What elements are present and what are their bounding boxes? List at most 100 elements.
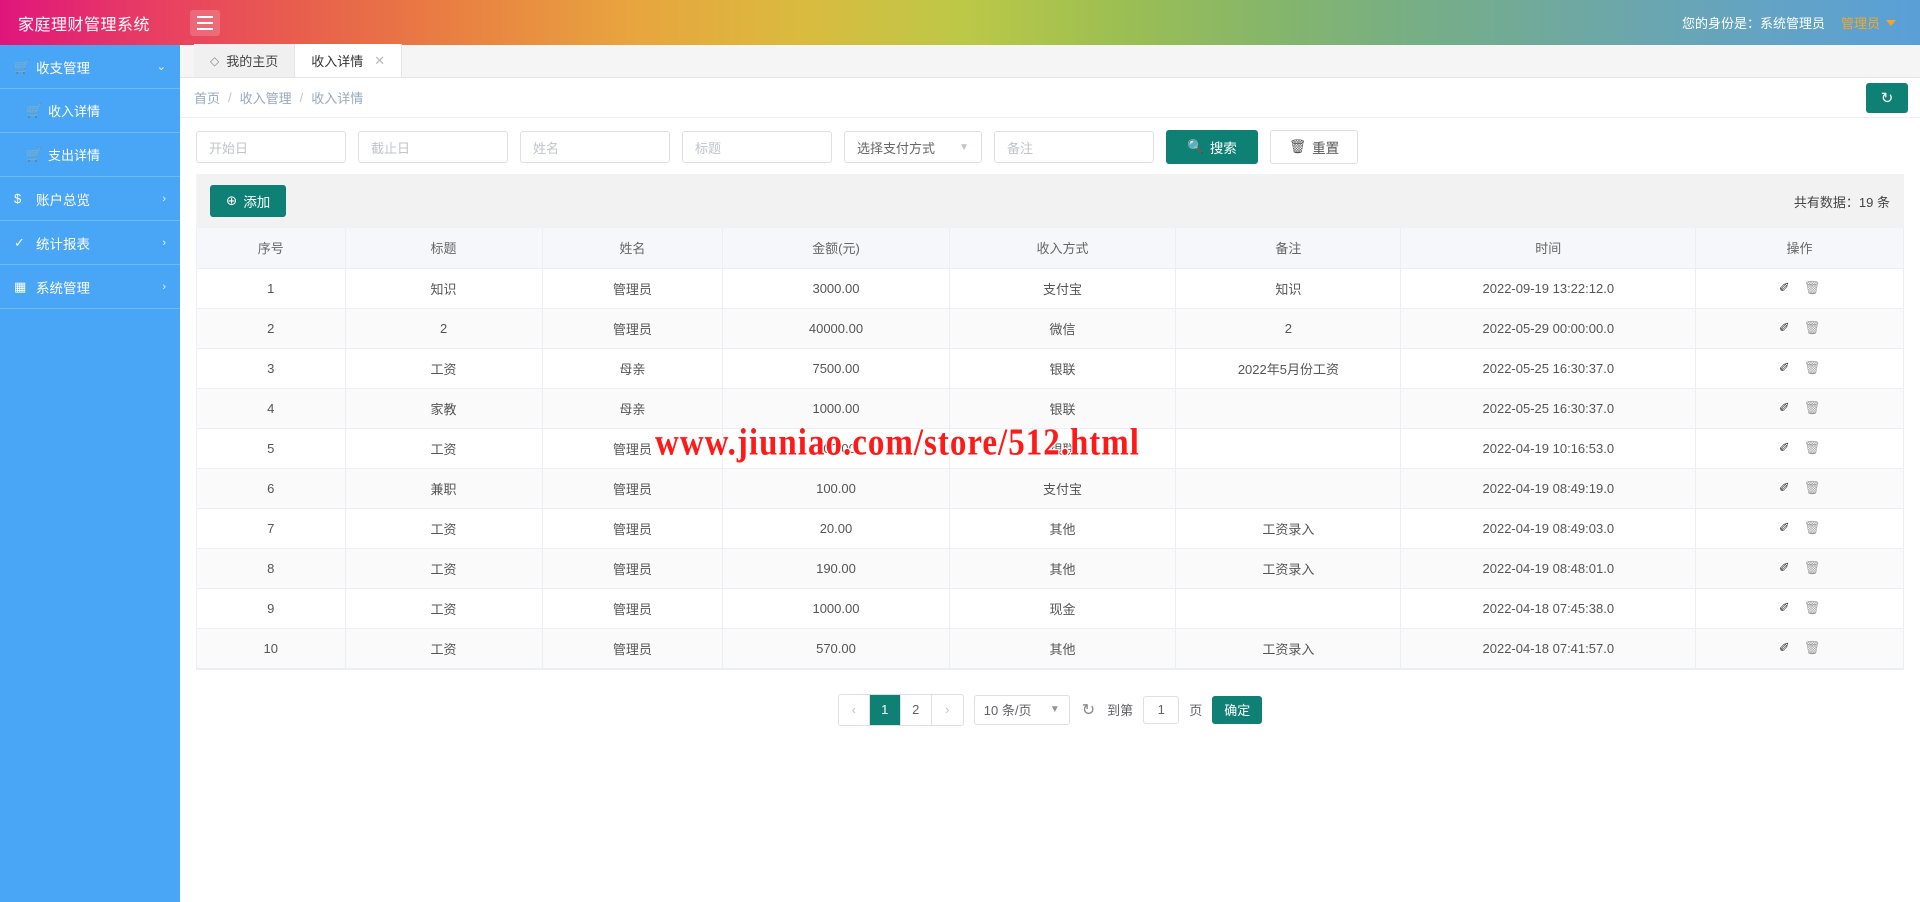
pencil-icon[interactable]: ✐ — [1778, 600, 1790, 615]
pencil-icon[interactable]: ✐ — [1778, 640, 1790, 655]
table-row: 6 兼职 管理员 100.00 支付宝 2022-04-19 08:49:19.0 ✐ 🗑 — [197, 468, 1903, 509]
cell-income-method: 其他 — [949, 628, 1177, 669]
cell-title: 工资 — [345, 348, 543, 389]
cell-index: 4 — [197, 388, 346, 429]
pencil-icon[interactable]: ✐ — [1778, 440, 1790, 455]
pencil-icon[interactable]: ✐ — [1778, 320, 1790, 335]
pagination-page-2[interactable]: 2 — [900, 694, 932, 725]
user-menu-dropdown[interactable]: 管理员 — [1841, 13, 1896, 32]
breadcrumb-item-income-management[interactable]: 收入管理 — [239, 91, 292, 106]
sidebar: 🛒 收支管理 ⌄ 🛒 收入详情 🛒 支出详情 $ 账户总览 › ✓ 统计报表 ›… — [0, 45, 180, 902]
trash-icon[interactable]: 🗑 — [1803, 280, 1821, 295]
pencil-icon[interactable]: ✐ — [1778, 560, 1790, 575]
trash-icon[interactable]: 🗑 — [1803, 360, 1821, 375]
cell-name: 管理员 — [542, 628, 724, 669]
sidebar-item-income-expense[interactable]: 🛒 收支管理 ⌄ — [0, 45, 180, 89]
cell-time: 2022-05-25 16:30:37.0 — [1400, 348, 1697, 389]
row-action-group: ✐ 🗑 — [1696, 320, 1903, 336]
jump-prefix-label: 到第 — [1107, 703, 1134, 718]
sidebar-item-account-overview[interactable]: $ 账户总览 › — [0, 177, 180, 221]
trash-icon[interactable]: 🗑 — [1803, 320, 1821, 335]
pencil-icon[interactable]: ✐ — [1778, 400, 1790, 415]
cell-operations: ✐ 🗑 — [1695, 428, 1903, 469]
sidebar-item-system-management[interactable]: ▦ 系统管理 › — [0, 265, 180, 309]
pagination-page-1[interactable]: 1 — [869, 694, 901, 725]
sidebar-item-expense-detail[interactable]: 🛒 支出详情 — [0, 133, 180, 177]
page-refresh-button[interactable]: ↻ — [1866, 83, 1908, 113]
cell-amount: 1000.00 — [722, 588, 950, 629]
tab-label: 我的主页 — [226, 54, 279, 69]
cell-index: 2 — [197, 308, 346, 349]
breadcrumb-separator: / — [299, 90, 304, 105]
cell-amount: 3000.00 — [722, 268, 950, 309]
action-bar: ⊕ 添加 共有数据：19 条 — [196, 174, 1904, 228]
table-header-row: 序号 标题 姓名 金额(元) 收入方式 备注 时间 操作 — [197, 228, 1903, 269]
title-input[interactable]: 标题 — [682, 131, 832, 163]
cell-time: 2022-04-19 08:49:03.0 — [1400, 508, 1697, 549]
cell-remark: 工资录入 — [1175, 548, 1402, 589]
close-icon[interactable]: ✕ — [374, 52, 386, 68]
pagination-prev-button[interactable]: ‹ — [838, 694, 870, 725]
pencil-icon[interactable]: ✐ — [1778, 360, 1790, 375]
add-button[interactable]: ⊕ 添加 — [210, 185, 287, 217]
cell-title: 家教 — [345, 388, 543, 429]
income-table: 序号 标题 姓名 金额(元) 收入方式 备注 时间 操作 1 知识 管理员 3000.… — [197, 228, 1903, 669]
pagination-next-button[interactable]: › — [931, 694, 963, 725]
cell-time: 2022-04-18 07:41:57.0 — [1400, 628, 1697, 669]
cell-income-method: 微信 — [949, 308, 1177, 349]
pencil-icon[interactable]: ✐ — [1778, 480, 1790, 495]
cell-remark — [1175, 468, 1402, 509]
reset-button-label: 重置 — [1312, 141, 1340, 156]
column-header-income-method: 收入方式 — [949, 228, 1177, 269]
cell-operations: ✐ 🗑 — [1695, 268, 1903, 309]
jump-page-input[interactable]: 1 — [1143, 695, 1180, 724]
search-button-label: 搜索 — [1209, 141, 1237, 156]
grid-icon: ▦ — [14, 278, 27, 294]
cell-amount: 1000.00 — [722, 388, 950, 429]
tab-label: 收入详情 — [311, 54, 364, 69]
end-date-input[interactable]: 截止日 — [358, 131, 508, 163]
trash-icon[interactable]: 🗑 — [1803, 480, 1821, 495]
breadcrumb-separator: / — [228, 90, 232, 105]
pencil-icon[interactable]: ✐ — [1778, 520, 1790, 535]
cell-remark: 知识 — [1175, 268, 1402, 309]
name-input[interactable]: 姓名 — [520, 131, 670, 163]
table-body: 1 知识 管理员 3000.00 支付宝 知识 2022-09-19 13:22:12.0 ✐… — [197, 268, 1903, 669]
cell-index: 7 — [197, 508, 346, 549]
jump-confirm-button[interactable]: 确定 — [1212, 695, 1263, 724]
sidebar-item-income-detail[interactable]: 🛒 收入详情 — [0, 89, 180, 133]
trash-icon[interactable]: 🗑 — [1803, 440, 1821, 455]
column-header-name: 姓名 — [542, 228, 724, 269]
start-date-input[interactable]: 开始日 — [196, 131, 346, 163]
cell-time: 2022-04-19 10:16:53.0 — [1400, 428, 1697, 469]
trash-icon[interactable]: 🗑 — [1803, 640, 1821, 655]
page-size-select[interactable]: 10 条/页 ▼ — [973, 694, 1070, 725]
trash-icon[interactable]: 🗑 — [1803, 560, 1821, 575]
cell-name: 管理员 — [542, 308, 724, 349]
cell-title: 工资 — [345, 428, 543, 469]
row-action-group: ✐ 🗑 — [1696, 480, 1903, 496]
sidebar-item-statistics-report[interactable]: ✓ 统计报表 › — [0, 221, 180, 265]
cell-amount: 7500.00 — [722, 348, 950, 389]
cell-time: 2022-04-18 07:45:38.0 — [1400, 588, 1697, 629]
sidebar-item-label: 收支管理 — [36, 60, 90, 76]
search-button[interactable]: 🔍 搜索 — [1166, 130, 1258, 164]
pagination-refresh-icon[interactable]: ↻ — [1081, 701, 1096, 719]
pencil-icon[interactable]: ✐ — [1778, 280, 1790, 295]
row-action-group: ✐ 🗑 — [1696, 440, 1903, 456]
cell-index: 8 — [197, 548, 346, 589]
sidebar-item-label: 系统管理 — [36, 280, 90, 296]
trash-icon[interactable]: 🗑 — [1803, 600, 1821, 615]
cell-remark — [1175, 428, 1402, 469]
reset-button[interactable]: 🗑 重置 — [1270, 130, 1359, 164]
remark-input[interactable]: 备注 — [994, 131, 1154, 163]
cell-time: 2022-09-19 13:22:12.0 — [1400, 268, 1697, 309]
breadcrumb-item-home[interactable]: 首页 — [194, 91, 221, 106]
sidebar-toggle-button[interactable] — [190, 9, 220, 36]
pay-method-select[interactable]: 选择支付方式 ▼ — [844, 131, 982, 163]
tab-income-detail[interactable]: 收入详情 ✕ — [295, 44, 403, 77]
trash-icon[interactable]: 🗑 — [1803, 520, 1821, 535]
tab-home[interactable]: ◇ 我的主页 — [194, 44, 296, 77]
trash-icon[interactable]: 🗑 — [1803, 400, 1821, 415]
column-header-index: 序号 — [197, 228, 346, 269]
